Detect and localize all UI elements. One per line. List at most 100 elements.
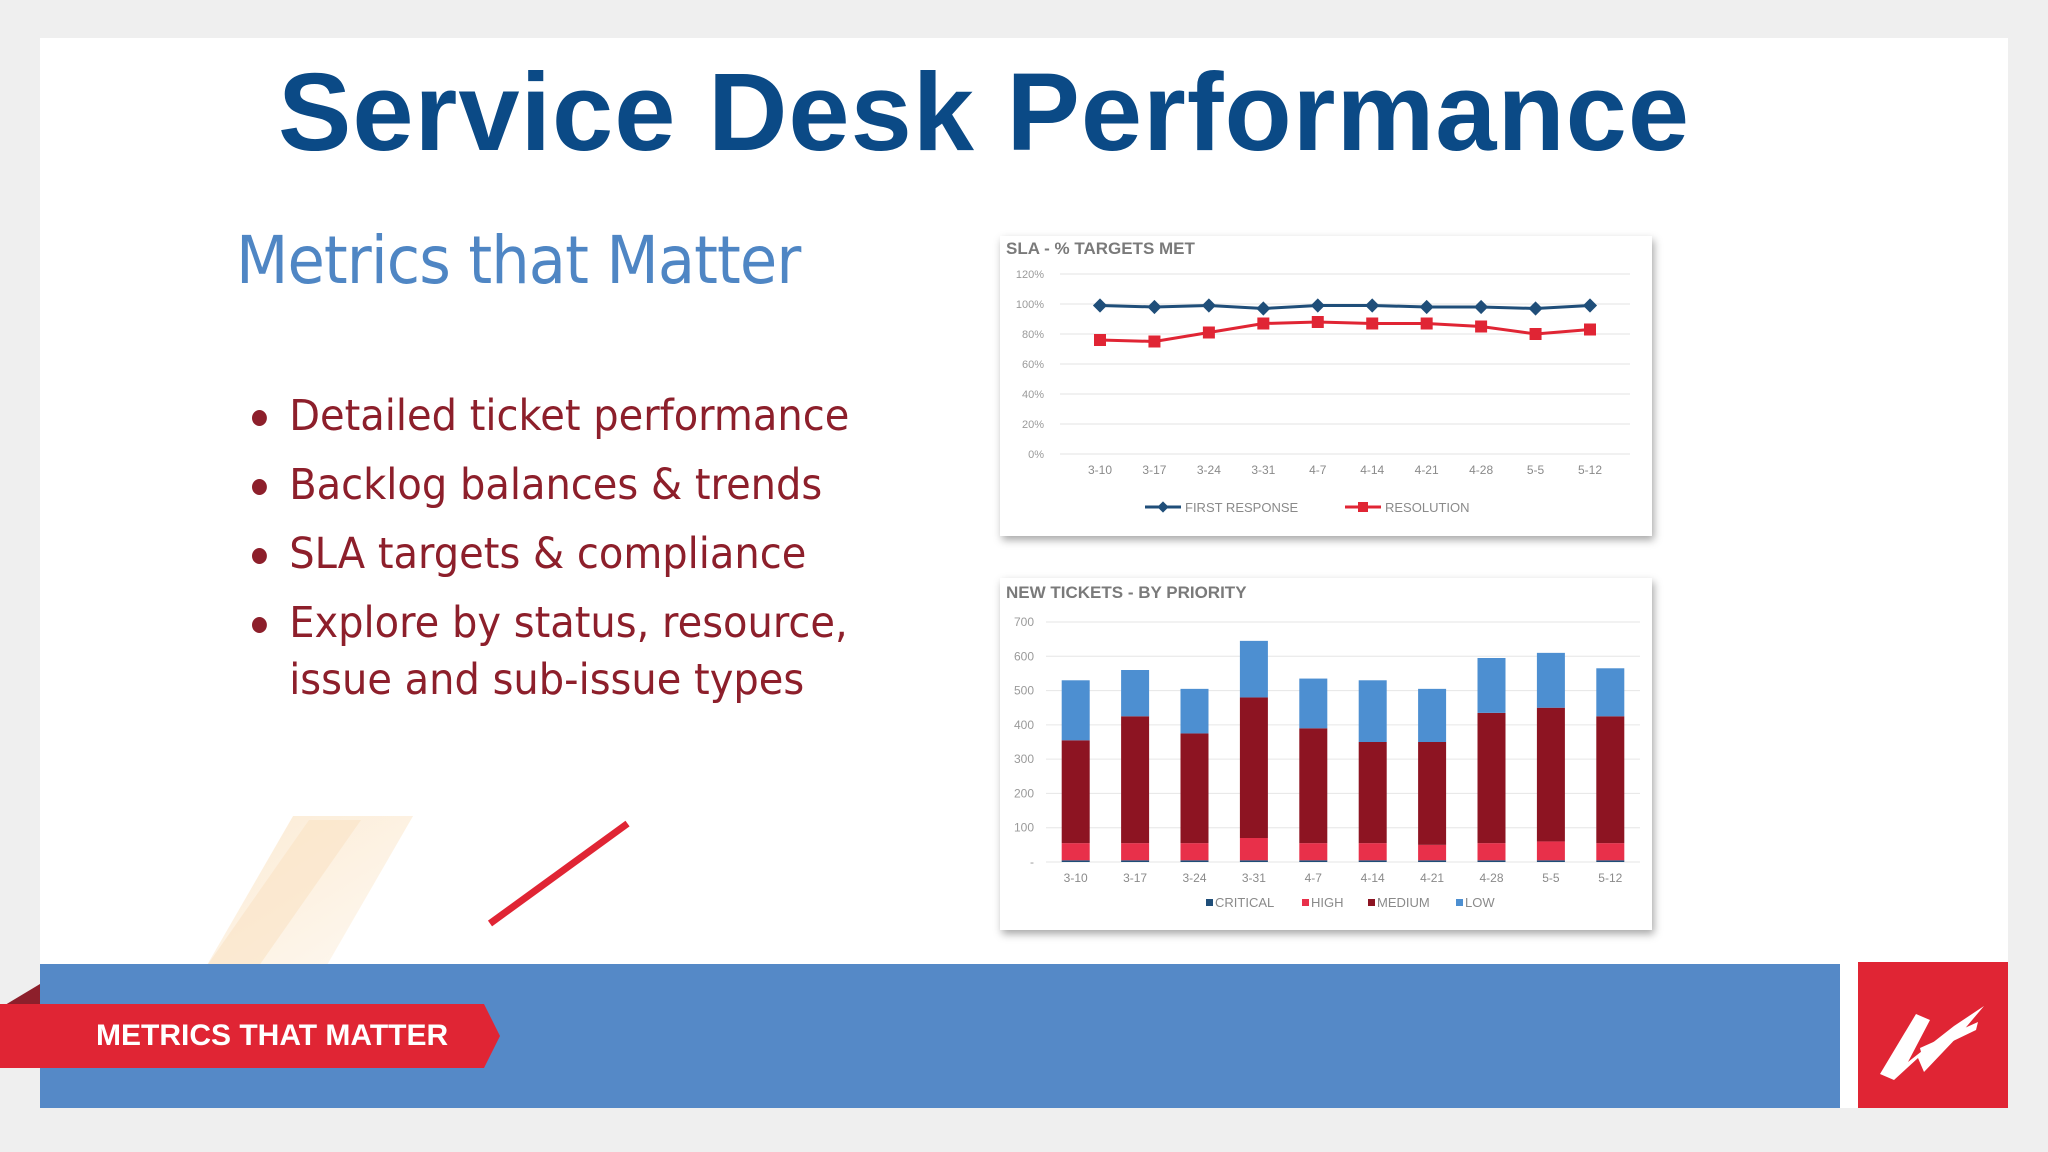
y-tick-label: 100% bbox=[1016, 299, 1044, 311]
y-tick-label: 40% bbox=[1022, 389, 1044, 401]
bar-segment-low bbox=[1299, 678, 1328, 729]
bar-segment-high bbox=[1299, 843, 1328, 861]
bar-segment-low bbox=[1061, 680, 1090, 741]
chart-title: SLA - % TARGETS MET bbox=[1006, 239, 1196, 258]
bar-segment-critical bbox=[1239, 860, 1268, 862]
y-tick-label: 500 bbox=[1014, 684, 1034, 698]
bar-segment-low bbox=[1180, 688, 1209, 734]
x-tick-label: 5-5 bbox=[1527, 463, 1545, 477]
y-tick-label: 200 bbox=[1014, 786, 1034, 800]
legend-marker bbox=[1358, 502, 1368, 512]
bar-segment-high bbox=[1418, 844, 1447, 861]
x-tick-label: 5-12 bbox=[1578, 463, 1602, 477]
bar-segment-critical bbox=[1536, 860, 1565, 862]
bar-segment-high bbox=[1121, 843, 1150, 861]
bullet-list: Detailed ticket performance Backlog bala… bbox=[252, 388, 972, 721]
bar-segment-medium bbox=[1239, 697, 1268, 838]
bullet-item: Backlog balances & trends bbox=[252, 457, 922, 514]
x-tick-label: 3-10 bbox=[1088, 463, 1112, 477]
data-point bbox=[1529, 328, 1542, 340]
y-tick-label: 120% bbox=[1016, 269, 1044, 281]
x-tick-label: 3-10 bbox=[1064, 871, 1088, 885]
data-point bbox=[1202, 326, 1215, 339]
legend-label: MEDIUM bbox=[1377, 895, 1430, 910]
x-tick-label: 3-24 bbox=[1197, 463, 1221, 477]
bar-segment-medium bbox=[1061, 740, 1090, 844]
bar-segment-high bbox=[1180, 843, 1209, 861]
x-tick-label: 3-31 bbox=[1242, 871, 1266, 885]
tickets-bar-chart: NEW TICKETS - BY PRIORITY 700 600 500 400 300… bbox=[1006, 583, 1640, 910]
bar-segment-low bbox=[1418, 688, 1447, 742]
x-tick-label: 5-5 bbox=[1542, 871, 1560, 885]
bar-segment-critical bbox=[1299, 860, 1328, 862]
bar-segment-low bbox=[1358, 680, 1387, 742]
legend-marker bbox=[1157, 501, 1169, 513]
chart-title: NEW TICKETS - BY PRIORITY bbox=[1006, 583, 1247, 602]
y-tick-label: 700 bbox=[1014, 615, 1034, 629]
data-point bbox=[1528, 301, 1543, 316]
footer-tag-label: METRICS THAT MATTER bbox=[96, 1019, 449, 1052]
legend-label: LOW bbox=[1465, 895, 1495, 910]
bar-segment-high bbox=[1239, 838, 1268, 861]
bullet-item: Detailed ticket performance bbox=[252, 388, 922, 445]
bar-segment-critical bbox=[1358, 860, 1387, 862]
bullet-item: SLA targets & compliance bbox=[252, 526, 922, 583]
bar-segment-critical bbox=[1121, 860, 1150, 862]
bar-segment-medium bbox=[1596, 716, 1625, 844]
bullet-dot-icon bbox=[252, 617, 267, 633]
data-point bbox=[1092, 298, 1108, 313]
y-tick-label: 400 bbox=[1014, 718, 1034, 732]
x-tick-label: 4-7 bbox=[1305, 871, 1323, 885]
x-tick-label: 5-12 bbox=[1598, 871, 1622, 885]
footer-tag bbox=[0, 1004, 500, 1068]
legend-swatch bbox=[1456, 899, 1463, 906]
x-tick-label: 4-28 bbox=[1479, 871, 1503, 885]
bar-segment-medium bbox=[1536, 707, 1565, 842]
legend-swatch bbox=[1368, 899, 1375, 906]
data-point bbox=[1365, 298, 1380, 313]
x-tick-label: 3-24 bbox=[1182, 871, 1206, 885]
data-point bbox=[1366, 317, 1379, 330]
bullet-item: Explore by status, resource, issue and s… bbox=[252, 595, 922, 709]
x-tick-label: 3-17 bbox=[1142, 463, 1166, 477]
series-line-1 bbox=[1099, 320, 1591, 344]
data-point bbox=[1257, 317, 1270, 330]
bullet-dot-icon bbox=[252, 410, 267, 426]
x-tick-label: 4-14 bbox=[1361, 871, 1385, 885]
x-tick-label: 4-7 bbox=[1309, 463, 1327, 477]
y-tick-label: 0% bbox=[1028, 449, 1044, 461]
sla-line-chart: SLA - % TARGETS MET 120% 100% 80% 60% 40% 20% 0… bbox=[1006, 239, 1630, 515]
bar-segment-medium bbox=[1418, 742, 1447, 845]
bar-segment-high bbox=[1358, 843, 1387, 861]
bar-segment-high bbox=[1596, 843, 1625, 861]
legend-swatch bbox=[1302, 899, 1309, 906]
series-line-0 bbox=[1099, 303, 1591, 311]
bar-segment-low bbox=[1536, 652, 1565, 708]
y-tick-label: - bbox=[1030, 855, 1034, 869]
legend-label: HIGH bbox=[1311, 895, 1344, 910]
x-tick-label: 3-17 bbox=[1123, 871, 1147, 885]
company-logo-icon bbox=[1858, 962, 2008, 1108]
tickets-chart-card: NEW TICKETS - BY PRIORITY 700 600 500 400 300… bbox=[1000, 578, 1652, 930]
y-tick-label: 20% bbox=[1022, 419, 1044, 431]
legend-swatch bbox=[1206, 899, 1213, 906]
bar-segment-critical bbox=[1596, 860, 1625, 862]
bullet-text: Explore by status, resource, issue and s… bbox=[289, 598, 848, 705]
bar-segment-medium bbox=[1180, 733, 1209, 844]
bar-segment-low bbox=[1239, 640, 1268, 698]
y-tick-label: 100 bbox=[1014, 821, 1034, 835]
bar-segment-medium bbox=[1299, 728, 1328, 844]
bullet-text: Backlog balances & trends bbox=[289, 460, 823, 510]
x-tick-label: 4-21 bbox=[1420, 871, 1444, 885]
bar-segment-low bbox=[1121, 670, 1150, 717]
data-point bbox=[1310, 298, 1325, 313]
bar-segment-critical bbox=[1477, 860, 1506, 862]
bullet-dot-icon bbox=[252, 479, 267, 495]
x-tick-label: 4-14 bbox=[1360, 463, 1384, 477]
y-tick-label: 80% bbox=[1022, 329, 1044, 341]
bar-segment-high bbox=[1061, 843, 1090, 861]
data-point bbox=[1147, 299, 1162, 315]
x-tick-label: 4-28 bbox=[1469, 463, 1493, 477]
data-point bbox=[1475, 320, 1488, 333]
data-point bbox=[1419, 299, 1434, 315]
